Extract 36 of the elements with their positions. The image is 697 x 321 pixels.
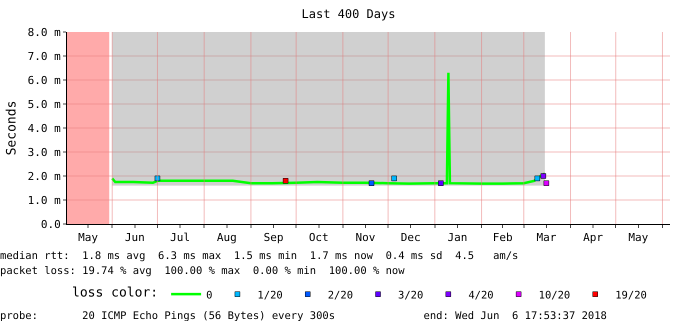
y-axis-title: Seconds xyxy=(4,100,20,156)
legend-label: 19/20 xyxy=(615,289,647,302)
legend-label: 1/20 xyxy=(257,289,283,302)
x-tick-label: Dec xyxy=(400,231,421,244)
x-tick-label: Nov xyxy=(356,231,376,244)
y-tick-label: 5.0 m xyxy=(28,98,62,111)
y-tick-label: 1.0 m xyxy=(28,194,62,207)
line-series xyxy=(110,72,546,185)
x-tick-label: May xyxy=(78,231,98,244)
legend-label: 2/20 xyxy=(328,289,354,302)
y-tick-label: 8.0 m xyxy=(28,26,62,39)
y-tick-label: 3.0 m xyxy=(28,146,62,159)
x-tick-label: Sep xyxy=(264,231,284,244)
x-tick-label: Feb xyxy=(492,231,513,244)
legend-label: 3/20 xyxy=(398,289,424,302)
x-tick-label: Oct xyxy=(308,231,329,244)
x-tick-label: Aug xyxy=(216,231,237,244)
x-tick-label: Mar xyxy=(536,231,557,244)
text: median rtt: 1.8 ms avg 6.3 ms max 1.5 ms min 1.7 ms now 0.4 ms sd 4.5 am/s xyxy=(0,250,518,262)
x-tick-label: Apr xyxy=(583,231,604,244)
y-tick-label: 6.0 m xyxy=(28,74,62,87)
legend-label: 0 xyxy=(206,289,212,302)
x-tick-label: May xyxy=(628,231,649,244)
text: probe: 20 ICMP Echo Pings (56 Bytes) every 300s end: Wed Jun 6 17:53:37 2018 xyxy=(0,310,607,321)
y-tick-label: 2.0 m xyxy=(28,170,62,183)
y-tick-label: 4.0 m xyxy=(28,122,62,135)
x-tick-label: Jan xyxy=(448,231,468,244)
x-tick-label: Jul xyxy=(170,231,190,244)
legend-label: 10/20 xyxy=(538,289,570,302)
x-tick-label: Jun xyxy=(124,231,145,244)
legend-title: loss color: xyxy=(72,286,158,301)
chart-title: Last 400 Days xyxy=(302,7,396,22)
y-tick-label: 7.0 m xyxy=(28,50,62,63)
y-tick-label: 0.0 xyxy=(40,218,61,231)
legend-label: 4/20 xyxy=(468,289,494,302)
text: packet loss: 19.74 % avg 100.00 % max 0.00 % min 100.00 % now xyxy=(0,265,406,277)
